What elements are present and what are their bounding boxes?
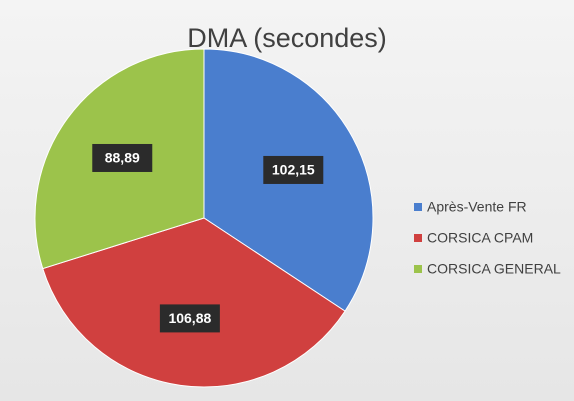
legend-label: CORSICA CPAM — [427, 230, 533, 246]
chart-title: DMA (secondes) — [187, 23, 387, 53]
legend-label: Après-Vente FR — [427, 199, 527, 215]
data-label-box — [159, 304, 220, 333]
data-label-box — [263, 155, 324, 184]
legend-swatch — [414, 234, 422, 242]
data-label: 102,15 — [272, 162, 315, 178]
legend-swatch — [414, 265, 422, 273]
data-label-box — [92, 143, 153, 172]
legend-swatch — [414, 203, 422, 211]
data-label: 88,89 — [105, 150, 140, 166]
pie-slice — [42, 217, 346, 388]
data-label: 106,88 — [168, 310, 211, 326]
legend-label: CORSICA GENERAL — [427, 261, 561, 277]
